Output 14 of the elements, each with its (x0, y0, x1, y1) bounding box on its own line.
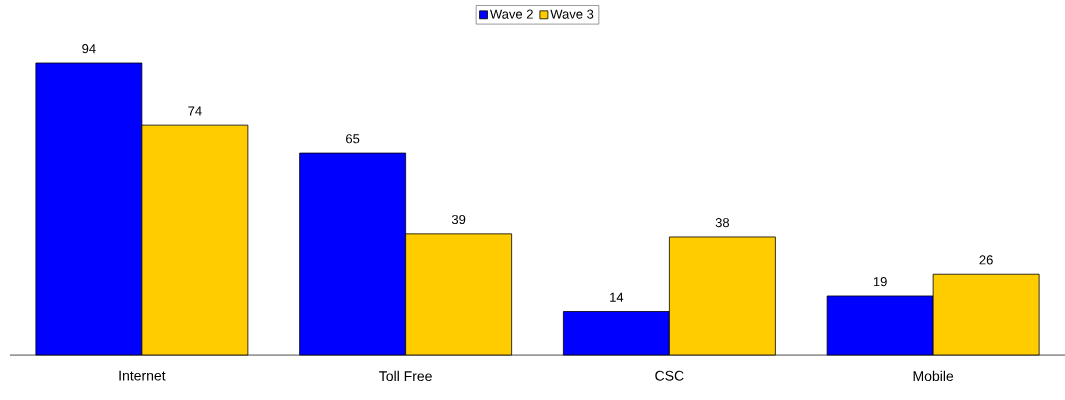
x-tick-label: CSC (655, 370, 684, 381)
x-tick-label: Toll Free (379, 370, 432, 382)
x-tick-label: Mobile (913, 370, 954, 382)
data-label: 39 (451, 214, 466, 225)
x-tick-label: Internet (119, 370, 166, 381)
data-label: 94 (82, 44, 96, 54)
data-label: 19 (873, 277, 887, 287)
data-label: 14 (610, 292, 624, 302)
data-label: 65 (346, 134, 360, 144)
legend-label: Wave 3 (550, 9, 594, 19)
data-label: 38 (715, 218, 730, 228)
data-label: 74 (188, 106, 202, 116)
legend-label: Wave 2 (489, 9, 533, 19)
data-label: 26 (979, 255, 993, 265)
